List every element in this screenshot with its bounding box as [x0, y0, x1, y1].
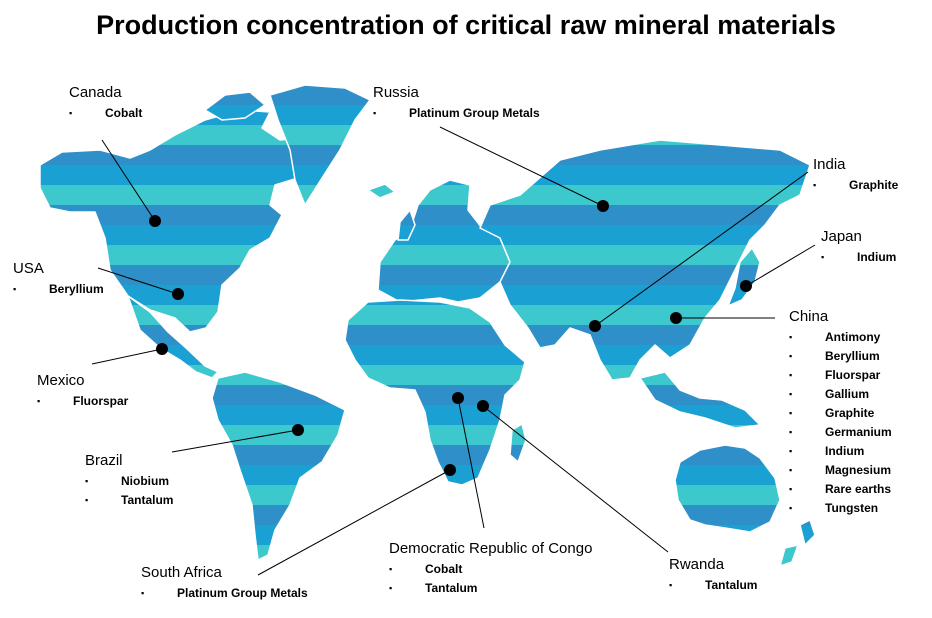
label-rwanda: Rwanda Tantalum	[669, 556, 757, 595]
mineral-list: Cobalt	[69, 104, 142, 123]
landmass-africa	[344, 299, 526, 486]
landmass-asia	[479, 139, 811, 381]
mineral-list: Cobalt Tantalum	[389, 560, 592, 598]
mineral-list: Graphite	[813, 176, 898, 195]
mineral-item: Cobalt	[69, 104, 142, 123]
landmass-uk	[397, 209, 416, 241]
country-name: Canada	[69, 84, 122, 101]
label-india: India Graphite	[813, 156, 898, 195]
mineral-item: Tungsten	[789, 499, 892, 518]
mineral-list: Beryllium	[13, 280, 104, 299]
landmass-iceland	[367, 183, 396, 199]
landmass-madagascar	[509, 423, 527, 463]
country-name: Mexico	[37, 372, 85, 389]
label-usa: USA Beryllium	[13, 260, 104, 299]
country-name: South Africa	[141, 564, 222, 581]
label-mexico: Mexico Fluorspar	[37, 372, 128, 411]
mineral-item: Tantalum	[669, 576, 757, 595]
mineral-list: Platinum Group Metals	[373, 104, 540, 123]
mineral-item: Magnesium	[789, 461, 892, 480]
landmass-greenland	[269, 84, 371, 206]
label-south-africa: South Africa Platinum Group Metals	[141, 564, 308, 603]
marker-india	[589, 320, 601, 332]
mineral-list: Niobium Tantalum	[85, 472, 173, 510]
marker-brazil	[292, 424, 304, 436]
mineral-item: Beryllium	[13, 280, 104, 299]
mineral-item: Indium	[821, 248, 896, 267]
mineral-item: Gallium	[789, 385, 892, 404]
marker-drc	[452, 392, 464, 404]
mineral-item: Cobalt	[389, 560, 592, 579]
marker-usa	[172, 288, 184, 300]
leader-line-drc	[457, 397, 485, 529]
mineral-item: Tantalum	[389, 579, 592, 598]
leader-line-south-africa	[257, 469, 451, 576]
mineral-item: Tantalum	[85, 491, 173, 510]
leader-line-india	[594, 171, 809, 327]
mineral-list: Indium	[821, 248, 896, 267]
label-brazil: Brazil Niobium Tantalum	[85, 452, 173, 510]
country-name: China	[789, 308, 829, 325]
leader-line-mexico	[91, 348, 163, 365]
marker-mexico	[156, 343, 168, 355]
label-canada: Canada Cobalt	[69, 84, 142, 123]
marker-south-africa	[444, 464, 456, 476]
landmass-south-america	[211, 371, 346, 561]
mineral-item: Indium	[789, 442, 892, 461]
mineral-item: Platinum Group Metals	[373, 104, 540, 123]
mineral-item: Beryllium	[789, 347, 892, 366]
mineral-item: Graphite	[813, 176, 898, 195]
label-china: China Antimony Beryllium Fluorspar Galli…	[789, 308, 892, 518]
label-japan: Japan Indium	[821, 228, 896, 267]
marker-japan	[740, 280, 752, 292]
landmass-southeast-asia	[639, 371, 761, 429]
mineral-item: Graphite	[789, 404, 892, 423]
country-name: Democratic Republic of Congo	[389, 540, 593, 557]
landmass-australia	[674, 444, 781, 533]
mineral-item: Fluorspar	[37, 392, 128, 411]
leader-line-japan	[745, 244, 816, 287]
leader-line-brazil	[171, 429, 299, 453]
mineral-item: Fluorspar	[789, 366, 892, 385]
country-name: Russia	[373, 84, 419, 101]
country-name: USA	[13, 260, 44, 277]
mineral-item: Antimony	[789, 328, 892, 347]
country-name: India	[813, 156, 846, 173]
mineral-item: Platinum Group Metals	[141, 584, 308, 603]
mineral-list: Tantalum	[669, 576, 757, 595]
country-name: Brazil	[85, 452, 123, 469]
marker-china	[670, 312, 682, 324]
country-name: Japan	[821, 228, 862, 245]
label-russia: Russia Platinum Group Metals	[373, 84, 540, 123]
landmass-europe	[377, 179, 511, 303]
landmass-arctic-islands	[204, 91, 266, 121]
country-name: Rwanda	[669, 556, 725, 573]
mineral-list: Fluorspar	[37, 392, 128, 411]
mineral-item: Niobium	[85, 472, 173, 491]
country-markers	[149, 200, 752, 476]
leader-line-usa	[97, 267, 179, 295]
leader-line-russia	[439, 126, 604, 207]
mineral-list: Antimony Beryllium Fluorspar Gallium Gra…	[789, 328, 892, 518]
leader-line-canada	[101, 139, 156, 222]
marker-russia	[597, 200, 609, 212]
mineral-item: Germanium	[789, 423, 892, 442]
leader-lines	[91, 126, 816, 576]
landmasses	[39, 84, 816, 567]
landmass-new-zealand-south	[779, 544, 799, 567]
label-drc: Democratic Republic of Congo Cobalt Tant…	[389, 540, 592, 598]
map-title: Production concentration of critical raw…	[96, 10, 836, 40]
landmass-central-america	[127, 295, 219, 379]
marker-canada	[149, 215, 161, 227]
mineral-list: Platinum Group Metals	[141, 584, 308, 603]
leader-line-rwanda	[482, 405, 669, 553]
marker-rwanda	[477, 400, 489, 412]
landmass-north-america	[39, 109, 313, 333]
mineral-item: Rare earths	[789, 480, 892, 499]
landmass-new-zealand	[799, 519, 816, 546]
